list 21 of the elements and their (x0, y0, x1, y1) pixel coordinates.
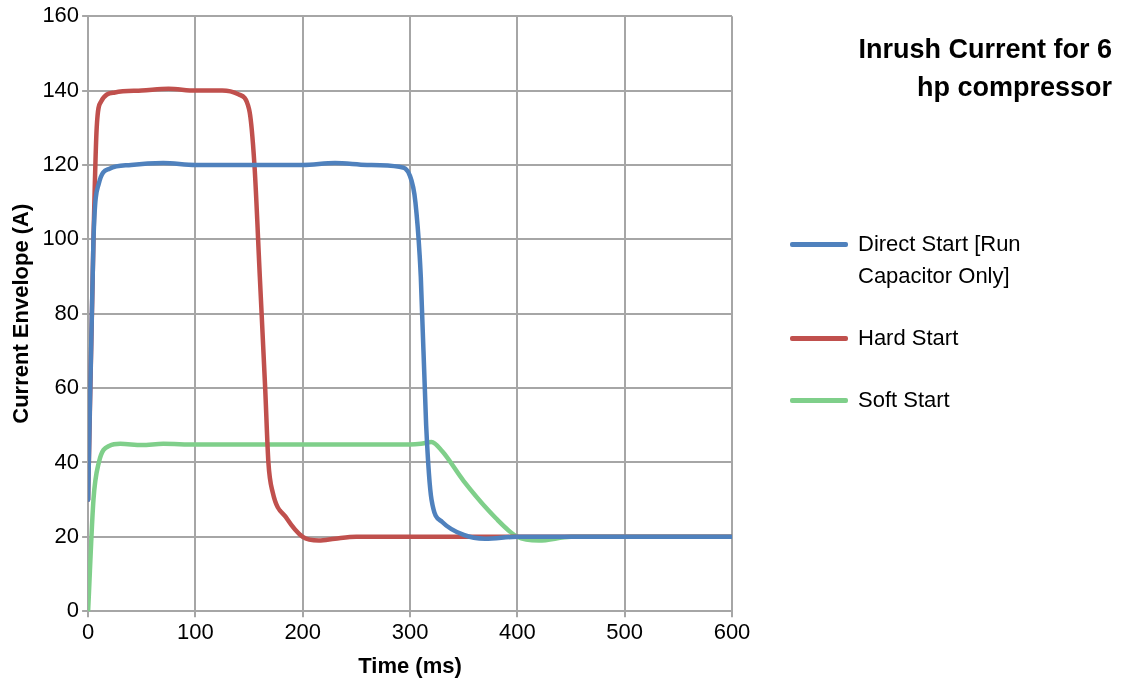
y-tick-label: 160 (42, 2, 80, 28)
x-tick-label: 600 (713, 619, 751, 645)
x-tick-label: 300 (391, 619, 429, 645)
x-tick-label: 200 (284, 619, 322, 645)
legend-label: Direct Start [Run Capacitor Only] (858, 230, 1022, 290)
y-tick-label: 80 (54, 299, 80, 325)
y-axis-title: Current Envelope (A) (8, 203, 34, 424)
y-tick-label: 120 (42, 151, 80, 177)
x-axis-title: Time (ms) (358, 652, 462, 678)
legend-label: Soft Start (858, 386, 950, 414)
x-tick-label: 100 (177, 619, 214, 645)
y-tick-label: 140 (42, 76, 80, 102)
legend-label: Hard Start (858, 324, 959, 352)
y-tick-label: 0 (66, 597, 80, 623)
x-tick-label: 400 (499, 619, 536, 645)
x-tick-label: 500 (606, 619, 644, 645)
text: Inrush Current for 6 hp compressor (857, 33, 1112, 104)
y-tick-label: 60 (54, 374, 80, 400)
y-tick-label: 40 (54, 448, 80, 474)
y-tick-label: 100 (42, 225, 80, 251)
y-tick-label: 20 (54, 522, 80, 548)
